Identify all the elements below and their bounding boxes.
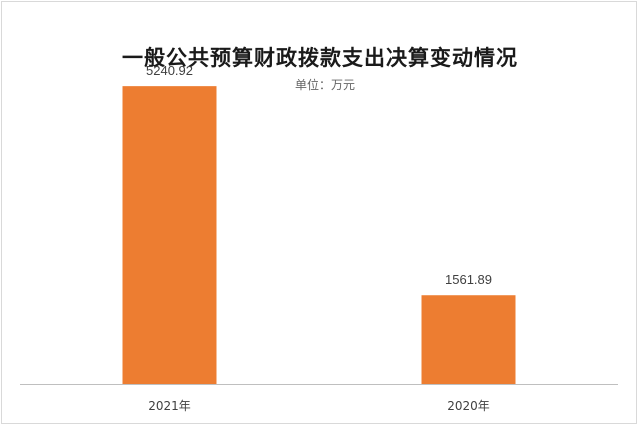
x-tick-label-0: 2021年 xyxy=(148,399,191,413)
chart-subtitle: 单位：万元 xyxy=(294,78,355,92)
data-label-1: 1561.89 xyxy=(445,272,492,287)
bar-1 xyxy=(421,295,516,384)
x-tick-label-1: 2020年 xyxy=(447,399,490,413)
data-label-0: 5240.92 xyxy=(146,63,193,78)
chart-title: 一般公共预算财政拨款支出决算变动情况 xyxy=(122,45,518,70)
bar-0 xyxy=(122,86,217,384)
